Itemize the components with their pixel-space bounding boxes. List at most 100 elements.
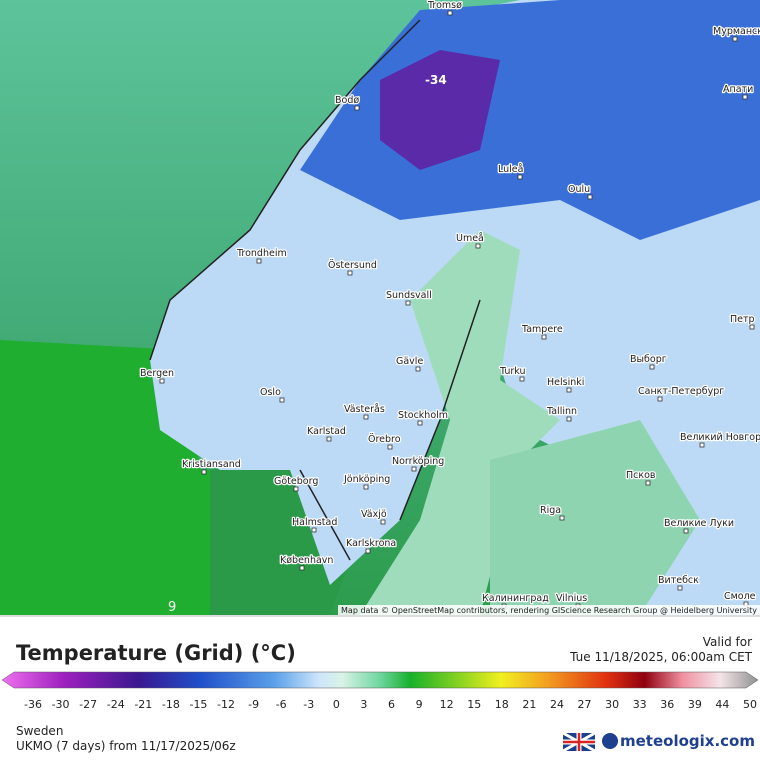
city-marker [657, 396, 663, 402]
city-marker [742, 94, 748, 100]
city-marker [732, 36, 738, 42]
colorbar-tick: 15 [467, 698, 481, 711]
city-label: Halmstad [292, 517, 337, 528]
city-marker [201, 469, 207, 475]
colorbar-tick: 3 [360, 698, 367, 711]
city-label: Luleå [498, 164, 523, 175]
value-label: -34 [425, 73, 447, 87]
city-marker [279, 397, 285, 403]
colorbar-tick: 33 [633, 698, 647, 711]
colorbar-tick: 27 [578, 698, 592, 711]
colorbar-tick: 30 [605, 698, 619, 711]
city-marker [354, 105, 360, 111]
city-label: Псков [626, 470, 656, 481]
colorbar-tick: -30 [52, 698, 70, 711]
city-marker [517, 174, 523, 180]
model-run: UKMO (7 days) from 11/17/2025/06z [16, 739, 236, 753]
city-label: Выборг [630, 354, 667, 365]
city-label: Vilnius [556, 593, 587, 604]
city-marker [411, 466, 417, 472]
map: -34 9 Tromsø Мурманск Апати Bodø Luleå O… [0, 0, 760, 616]
city-marker [380, 519, 386, 525]
valid-label: Valid for [703, 635, 752, 649]
city-label: Bodø [335, 95, 359, 106]
city-label: Смоле [724, 591, 756, 602]
city-marker [645, 480, 651, 486]
colorbar-tick: 12 [440, 698, 454, 711]
city-label: Калининград [482, 593, 549, 604]
city-label: Tampere [521, 324, 563, 335]
valid-time: Tue 11/18/2025, 06:00am CET [569, 650, 753, 664]
city-marker [417, 420, 423, 426]
city-marker [677, 585, 683, 591]
colorbar-tick: -27 [79, 698, 97, 711]
colorbar-tick: -36 [24, 698, 42, 711]
colorbar-tick: 39 [688, 698, 702, 711]
colorbar-tick: -9 [248, 698, 259, 711]
colorbar [1, 671, 759, 689]
city-marker [649, 364, 655, 370]
city-label: Kristiansand [182, 459, 241, 470]
city-label: Karlstad [307, 426, 346, 437]
colorbar-tick: 18 [495, 698, 509, 711]
colorbar-tick: 9 [416, 698, 423, 711]
city-label: Великие Луки [664, 518, 734, 529]
city-label: Göteborg [274, 476, 318, 487]
city-label: Örebro [368, 434, 401, 445]
colorbar-tick: -6 [276, 698, 287, 711]
city-label: Oslo [260, 387, 281, 398]
city-label: Великий Новгород [680, 432, 760, 443]
city-marker [541, 334, 547, 340]
city-marker [559, 515, 565, 521]
city-label: Stockholm [398, 410, 448, 421]
flag[interactable] [562, 731, 596, 753]
city-marker [566, 416, 572, 422]
colorbar-tick: -24 [107, 698, 125, 711]
city-label: Петр [730, 314, 755, 325]
brand[interactable]: meteologix.com [620, 732, 755, 750]
city-label: Trondheim [236, 248, 287, 259]
city-marker [363, 414, 369, 420]
city-label: Turku [499, 366, 526, 377]
city-marker [311, 527, 317, 533]
city-marker [699, 442, 705, 448]
city-marker [363, 484, 369, 490]
city-label: København [280, 555, 333, 566]
city-label: Helsinki [547, 377, 584, 388]
city-marker [447, 10, 453, 16]
value-label: 9 [168, 600, 176, 615]
colorbar-tick: -3 [303, 698, 314, 711]
colorbar-tick: -15 [189, 698, 207, 711]
city-label: Tromsø [427, 0, 462, 11]
city-label: Växjö [361, 509, 387, 520]
colorbar-tick: 36 [660, 698, 674, 711]
region: Sweden [16, 724, 63, 738]
city-label: Санкт-Петербург [638, 386, 724, 397]
city-label: Мурманск [713, 26, 760, 37]
city-label: Jönköping [343, 474, 390, 485]
city-label: Bergen [140, 368, 174, 379]
city-label: Tallinn [546, 406, 577, 417]
colorbar-tick: -21 [134, 698, 152, 711]
city-label: Västerås [344, 404, 385, 415]
city-marker [365, 548, 371, 554]
city-marker [405, 300, 411, 306]
city-marker [387, 444, 393, 450]
city-label: Oulu [568, 184, 590, 195]
city-marker [299, 565, 305, 571]
city-label: Norrköping [392, 456, 444, 467]
city-marker [347, 270, 353, 276]
colorbar-tick: 21 [522, 698, 536, 711]
city-marker [749, 324, 755, 330]
brand-logo [602, 733, 618, 749]
city-marker [683, 528, 689, 534]
city-marker [475, 243, 481, 249]
colorbar-tick: -12 [217, 698, 235, 711]
city-label: Gävle [396, 356, 423, 367]
city-label: Riga [540, 505, 561, 516]
city-label: Umeå [456, 233, 484, 244]
colorbar-tick: 24 [550, 698, 564, 711]
attribution: Map data © OpenStreetMap contributors, r… [341, 606, 757, 615]
colorbar-tick: 44 [715, 698, 729, 711]
